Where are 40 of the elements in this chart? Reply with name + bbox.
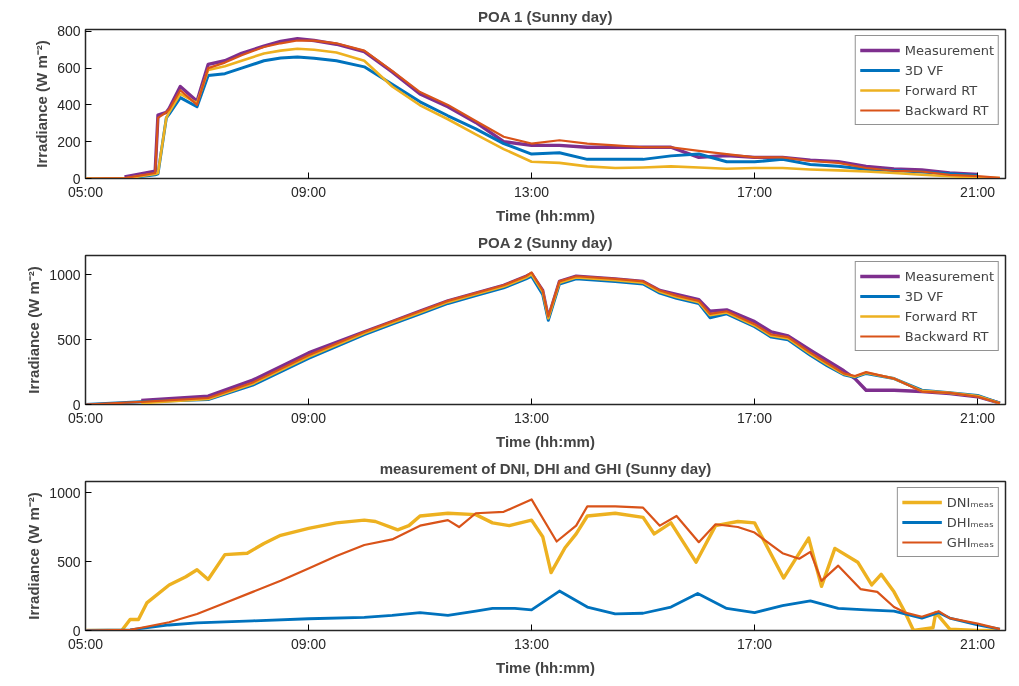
legend-label: Measurement [904,268,994,284]
y-tick-label: 200 [57,133,81,150]
x-tick-label: 13:00 [514,635,550,652]
x-tick-label: 13:00 [514,183,550,200]
legend-label: 3D VF [904,288,944,304]
x-tick-label: 09:00 [291,635,327,652]
x-axis-title: Time (hh:mm) [496,206,595,224]
legend-label: Measurement [904,42,994,58]
y-tick-label: 500 [57,331,81,348]
chart-title: measurement of DNI, DHI and GHI (Sunny day) [379,459,712,477]
x-tick-label: 09:00 [291,183,327,200]
y-tick-label: 1000 [49,484,81,501]
y-tick-label: 1000 [49,266,81,283]
y-tick-label: 400 [57,96,81,113]
x-tick-label: 21:00 [960,183,996,200]
x-tick-label: 21:00 [960,635,996,652]
legend-label: DHIₘₑₐₛ [946,514,994,530]
chart-title: POA 1 (Sunny day) [477,7,613,25]
legend-label: Backward RT [904,328,989,344]
y-axis-title: Irradiance (W m⁻²) [25,492,43,620]
x-axis-title: Time (hh:mm) [496,432,595,450]
legend-label: Backward RT [904,102,989,118]
legend-label: DNIₘₑₐₛ [946,494,994,510]
legend-label: GHIₘₑₐₛ [946,534,994,550]
legend-label: Forward RT [904,308,978,324]
y-tick-label: 800 [57,23,81,40]
x-tick-label: 17:00 [737,635,773,652]
y-tick-label: 500 [57,553,81,570]
x-tick-label: 17:00 [737,183,773,200]
y-axis-title: Irradiance (W m⁻²) [33,40,51,168]
chart-title: POA 2 (Sunny day) [477,233,613,251]
x-tick-label: 17:00 [737,409,773,426]
x-tick-label: 09:00 [291,409,327,426]
x-axis-title: Time (hh:mm) [496,658,595,676]
x-tick-label: 13:00 [514,409,550,426]
y-axis-title: Irradiance (W m⁻²) [25,266,43,394]
legend-label: 3D VF [904,62,944,78]
y-tick-label: 600 [57,60,81,77]
x-tick-label: 21:00 [960,409,996,426]
legend-label: Forward RT [904,82,978,98]
